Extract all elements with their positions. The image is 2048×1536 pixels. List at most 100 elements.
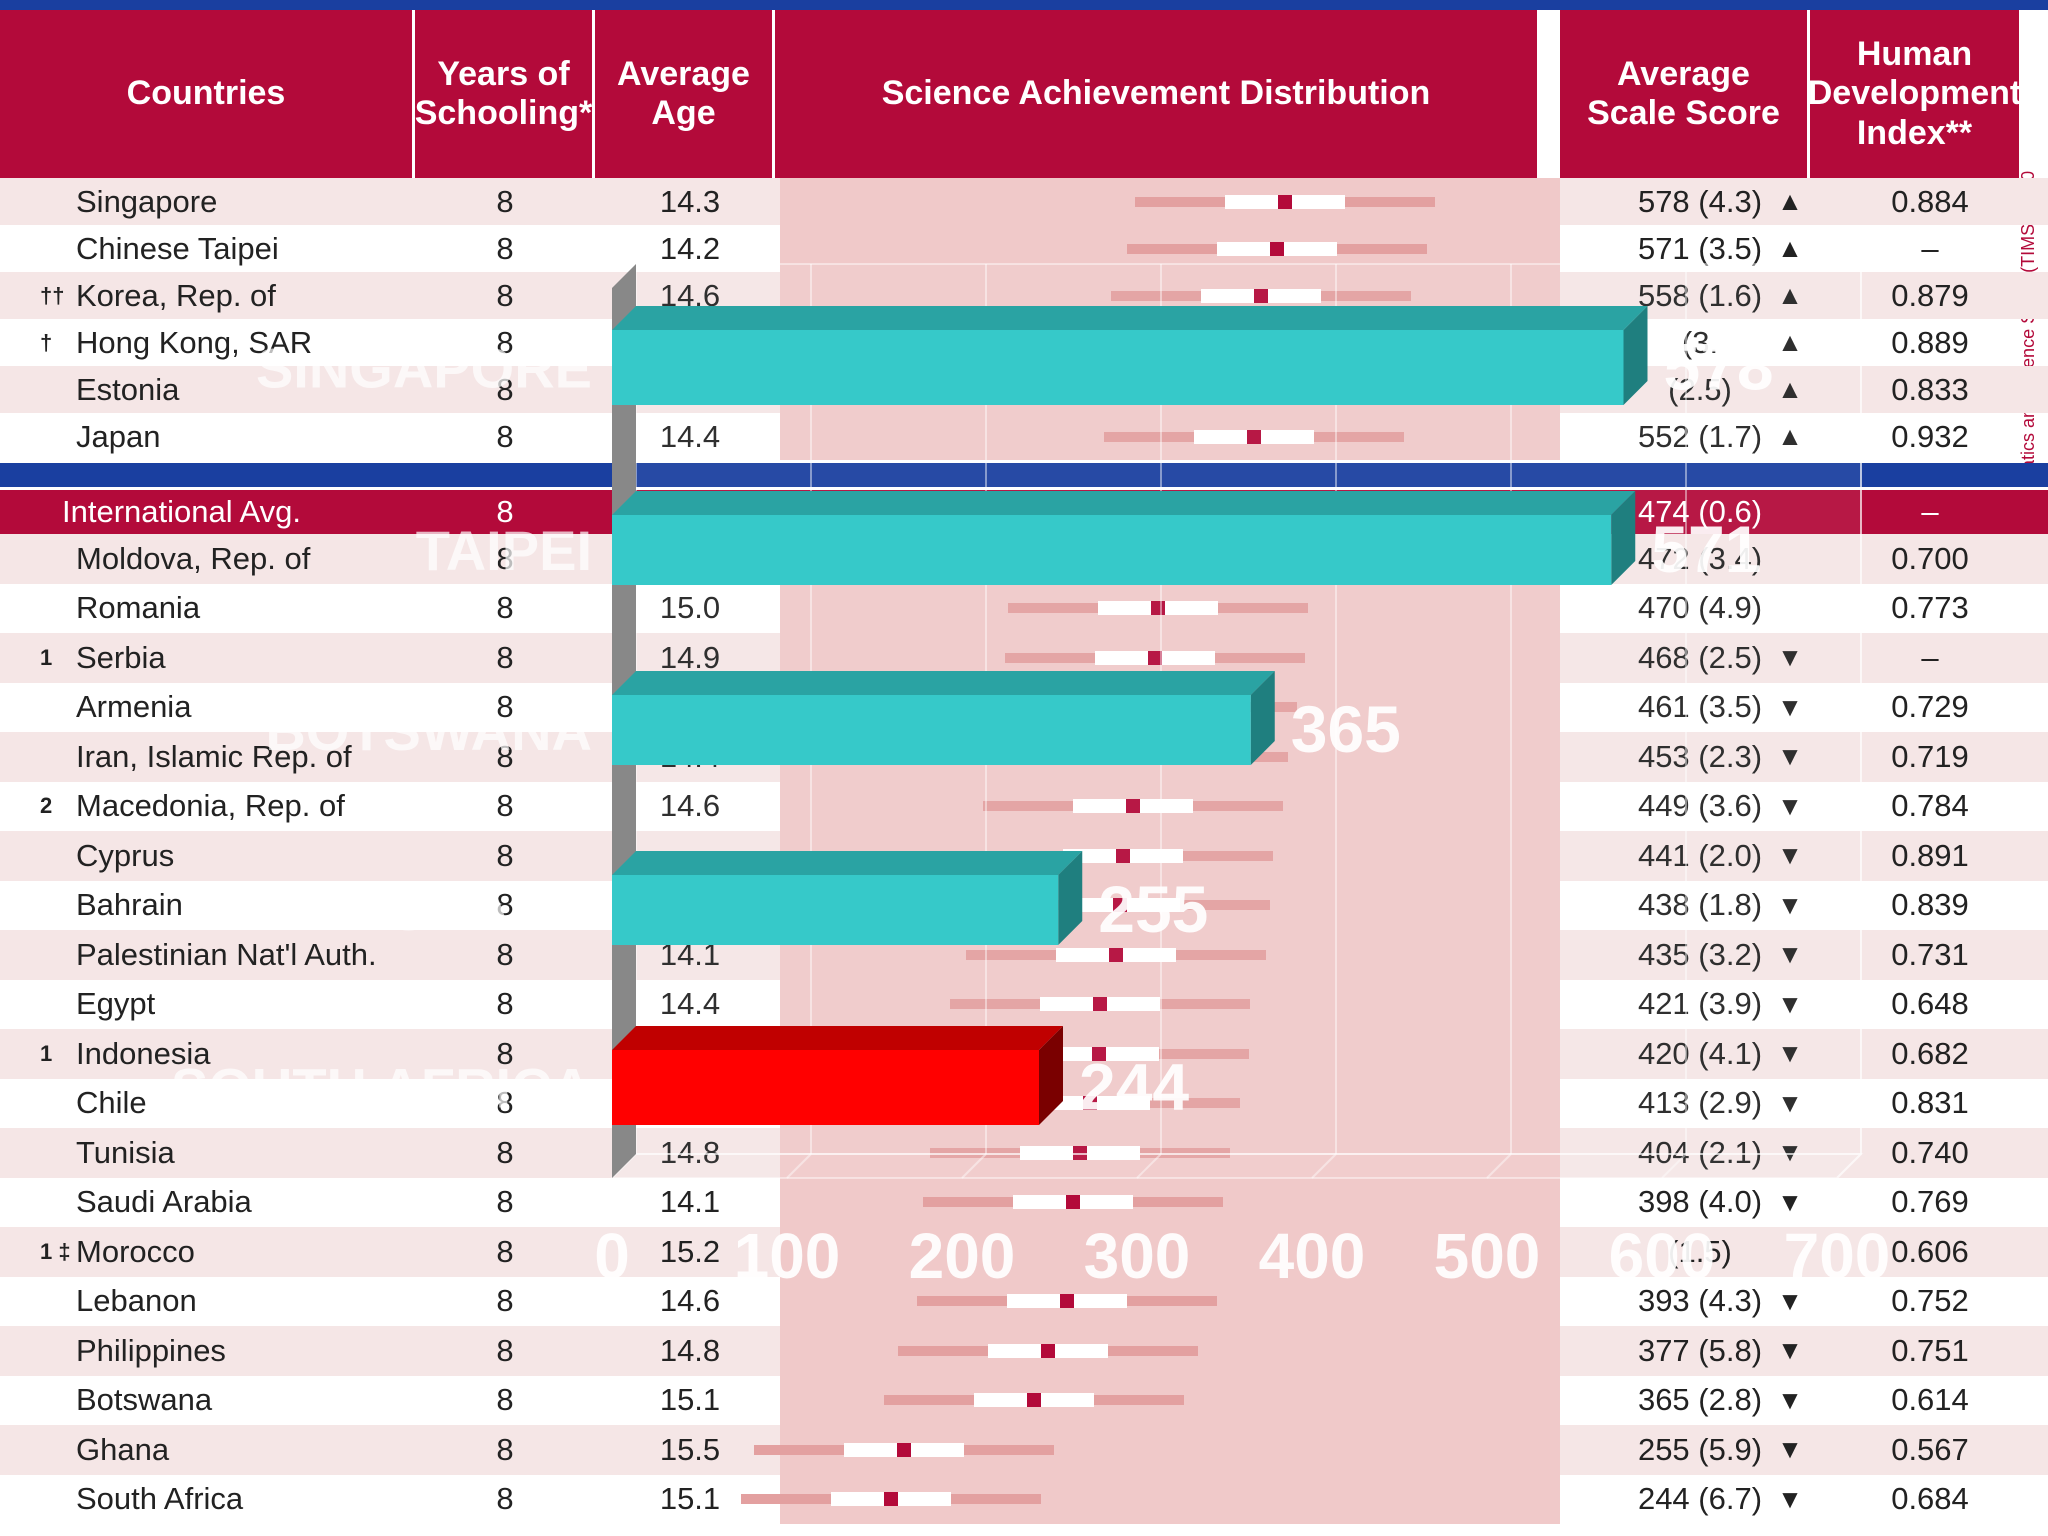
years-of-schooling: 8 <box>496 1431 514 1467</box>
distribution-mean <box>1116 848 1131 863</box>
country-name: Bahrain <box>76 887 183 923</box>
comparison-arrow-icon: ▼ <box>1777 790 1803 821</box>
table-row: Japan 8 14.4 552 (1.7) ▲ 0.932 <box>0 413 2048 460</box>
years-of-schooling: 8 <box>496 1481 514 1517</box>
distribution-mean <box>1148 650 1163 665</box>
section-divider <box>0 463 2048 487</box>
average-scale-score: 441 (2.0) <box>1637 837 1763 873</box>
average-scale-score: 435 (3.2) <box>1637 936 1763 972</box>
distribution-mean <box>1026 1393 1041 1408</box>
table-row: Chinese Taipei 8 14.2 571 (3.5) ▲ – <box>0 225 2048 272</box>
table-row: Bahrain 8 438 (1.8) ▼ 0.839 <box>0 880 2048 930</box>
header-countries: Countries <box>0 10 415 178</box>
hdi-value: 0.740 <box>1891 1134 1969 1170</box>
comparison-arrow-icon: ▼ <box>1777 642 1803 673</box>
average-age <box>600 319 780 366</box>
average-age: 14.1 <box>659 936 721 972</box>
comparison-arrow-icon <box>1760 584 1820 634</box>
average-scale-score: 377 (5.8) <box>1637 1332 1763 1368</box>
country-name: Ghana <box>76 1431 170 1467</box>
row-footnote-mark: †† <box>40 282 65 308</box>
distribution-mean <box>1092 997 1107 1012</box>
average-scale-score: 571 (3.5) <box>1637 230 1763 266</box>
years-of-schooling: 8 <box>496 936 514 972</box>
average-scale-score: 393 (4.3) <box>1637 1283 1763 1319</box>
average-scale-score: 558 (1.6) <box>1637 277 1763 313</box>
average-scale-score: 404 (2.1) <box>1637 1134 1763 1170</box>
average-scale-score: (2.5) <box>1668 371 1732 407</box>
table-row: Singapore 8 14.3 578 (4.3) ▲ 0.884 <box>0 178 2048 225</box>
table-row: Moldova, Rep. of 8 472 (3.4) 0.700 <box>0 534 2048 584</box>
years-of-schooling: 8 <box>496 986 514 1022</box>
average-age <box>600 1079 780 1129</box>
average-age: 14.4 <box>659 986 721 1022</box>
average-age: 14.6 <box>659 277 721 313</box>
table-row: Egypt 8 14.4 421 (3.9) ▼ 0.648 <box>0 979 2048 1029</box>
years-of-schooling: 8 <box>496 788 514 824</box>
hdi-value: 0.614 <box>1891 1382 1969 1418</box>
table-row: Iran, Islamic Rep. of 8 14.4 453 (2.3) ▼ 0.71… <box>0 732 2048 782</box>
average-age: 14.9 <box>659 639 721 675</box>
hdi-value: 0.682 <box>1891 1035 1969 1071</box>
hdi-value: 0.752 <box>1891 1283 1969 1319</box>
table-row: Philippines 8 14.8 377 (5.8) ▼ 0.751 <box>0 1326 2048 1376</box>
hdi-value: – <box>1921 639 1939 675</box>
timss-science-table: Countries Years of Schooling* Average Ag… <box>0 10 2048 1536</box>
comparison-arrow-icon: ▼ <box>1777 1087 1803 1118</box>
average-scale-score: (1.5) <box>1668 1233 1732 1269</box>
comparison-arrow-icon: ▼ <box>1777 988 1803 1019</box>
years-of-schooling: 8 <box>496 1233 514 1269</box>
table-row: Romania 8 15.0 470 (4.9) 0.773 <box>0 583 2048 634</box>
years-of-schooling: 8 <box>496 1085 514 1121</box>
hdi-value: 0.684 <box>1891 1481 1969 1517</box>
country-name: Saudi Arabia <box>76 1184 252 1220</box>
header-score: Average Scale Score <box>1560 10 1810 178</box>
table-row: 2 Macedonia, Rep. of 8 14.6 449 (3.6) ▼ 0.784 <box>0 781 2048 831</box>
table-row: Saudi Arabia 8 14.1 398 (4.0) ▼ 0.769 <box>0 1177 2048 1227</box>
years-of-schooling: 8 <box>496 1184 514 1220</box>
distribution-mean <box>1083 1096 1098 1111</box>
average-scale-score: 449 (3.6) <box>1637 788 1763 824</box>
years-of-schooling: 8 <box>496 1382 514 1418</box>
average-scale-score: 474 (0.6) <box>1637 494 1763 529</box>
distribution-mean <box>1040 1343 1055 1358</box>
comparison-arrow-icon: ▼ <box>1777 741 1803 772</box>
distribution-mean <box>1091 1046 1106 1061</box>
years-of-schooling: 8 <box>496 1134 514 1170</box>
distribution-mean <box>1269 241 1284 256</box>
comparison-arrow-icon: ▲ <box>1777 233 1803 263</box>
row-footnote-mark: 1 <box>40 1040 53 1066</box>
comparison-arrow-icon: ▼ <box>1777 1186 1803 1217</box>
average-scale-score: 420 (4.1) <box>1637 1035 1763 1071</box>
average-age: 14.3 <box>659 183 721 219</box>
table-row: Armenia 8 461 (3.5) ▼ 0.729 <box>0 682 2048 732</box>
country-name: Serbia <box>76 639 166 675</box>
years-of-schooling: 8 <box>496 540 514 576</box>
average-scale-score: 468 (2.5) <box>1637 639 1763 675</box>
distribution-mean <box>1150 601 1165 616</box>
years-of-schooling: 8 <box>496 1332 514 1368</box>
distribution-mean <box>1130 749 1145 764</box>
hdi-value: 0.567 <box>1891 1431 1969 1467</box>
row-footnote-mark: 2 <box>40 793 53 819</box>
average-scale-score: 472 (3.4) <box>1637 540 1763 576</box>
country-name: Tunisia <box>76 1134 175 1170</box>
comparison-arrow-icon: ▲ <box>1777 280 1803 310</box>
comparison-arrow-icon: ▼ <box>1777 1038 1803 1069</box>
years-of-schooling: 8 <box>496 1283 514 1319</box>
country-name: Singapore <box>76 183 218 219</box>
average-age: 15.5 <box>659 1431 721 1467</box>
distribution-mean <box>1109 947 1124 962</box>
hdi-value: 0.831 <box>1891 1085 1969 1121</box>
years-of-schooling: 8 <box>496 738 514 774</box>
header-distribution: Science Achievement Distribution <box>775 10 1540 178</box>
country-name: Armenia <box>76 689 192 725</box>
comparison-arrow-icon: ▼ <box>1777 1335 1803 1366</box>
country-name: Chinese Taipei <box>76 230 279 266</box>
country-name: Egypt <box>76 986 156 1022</box>
average-age: 14.2 <box>659 230 721 266</box>
table-row: 1 Indonesia 8 420 (4.1) ▼ 0.682 <box>0 1029 2048 1079</box>
average-age: 14.6 <box>659 788 721 824</box>
average-age: 15.1 <box>659 1481 721 1517</box>
distribution-mean <box>1247 429 1262 444</box>
